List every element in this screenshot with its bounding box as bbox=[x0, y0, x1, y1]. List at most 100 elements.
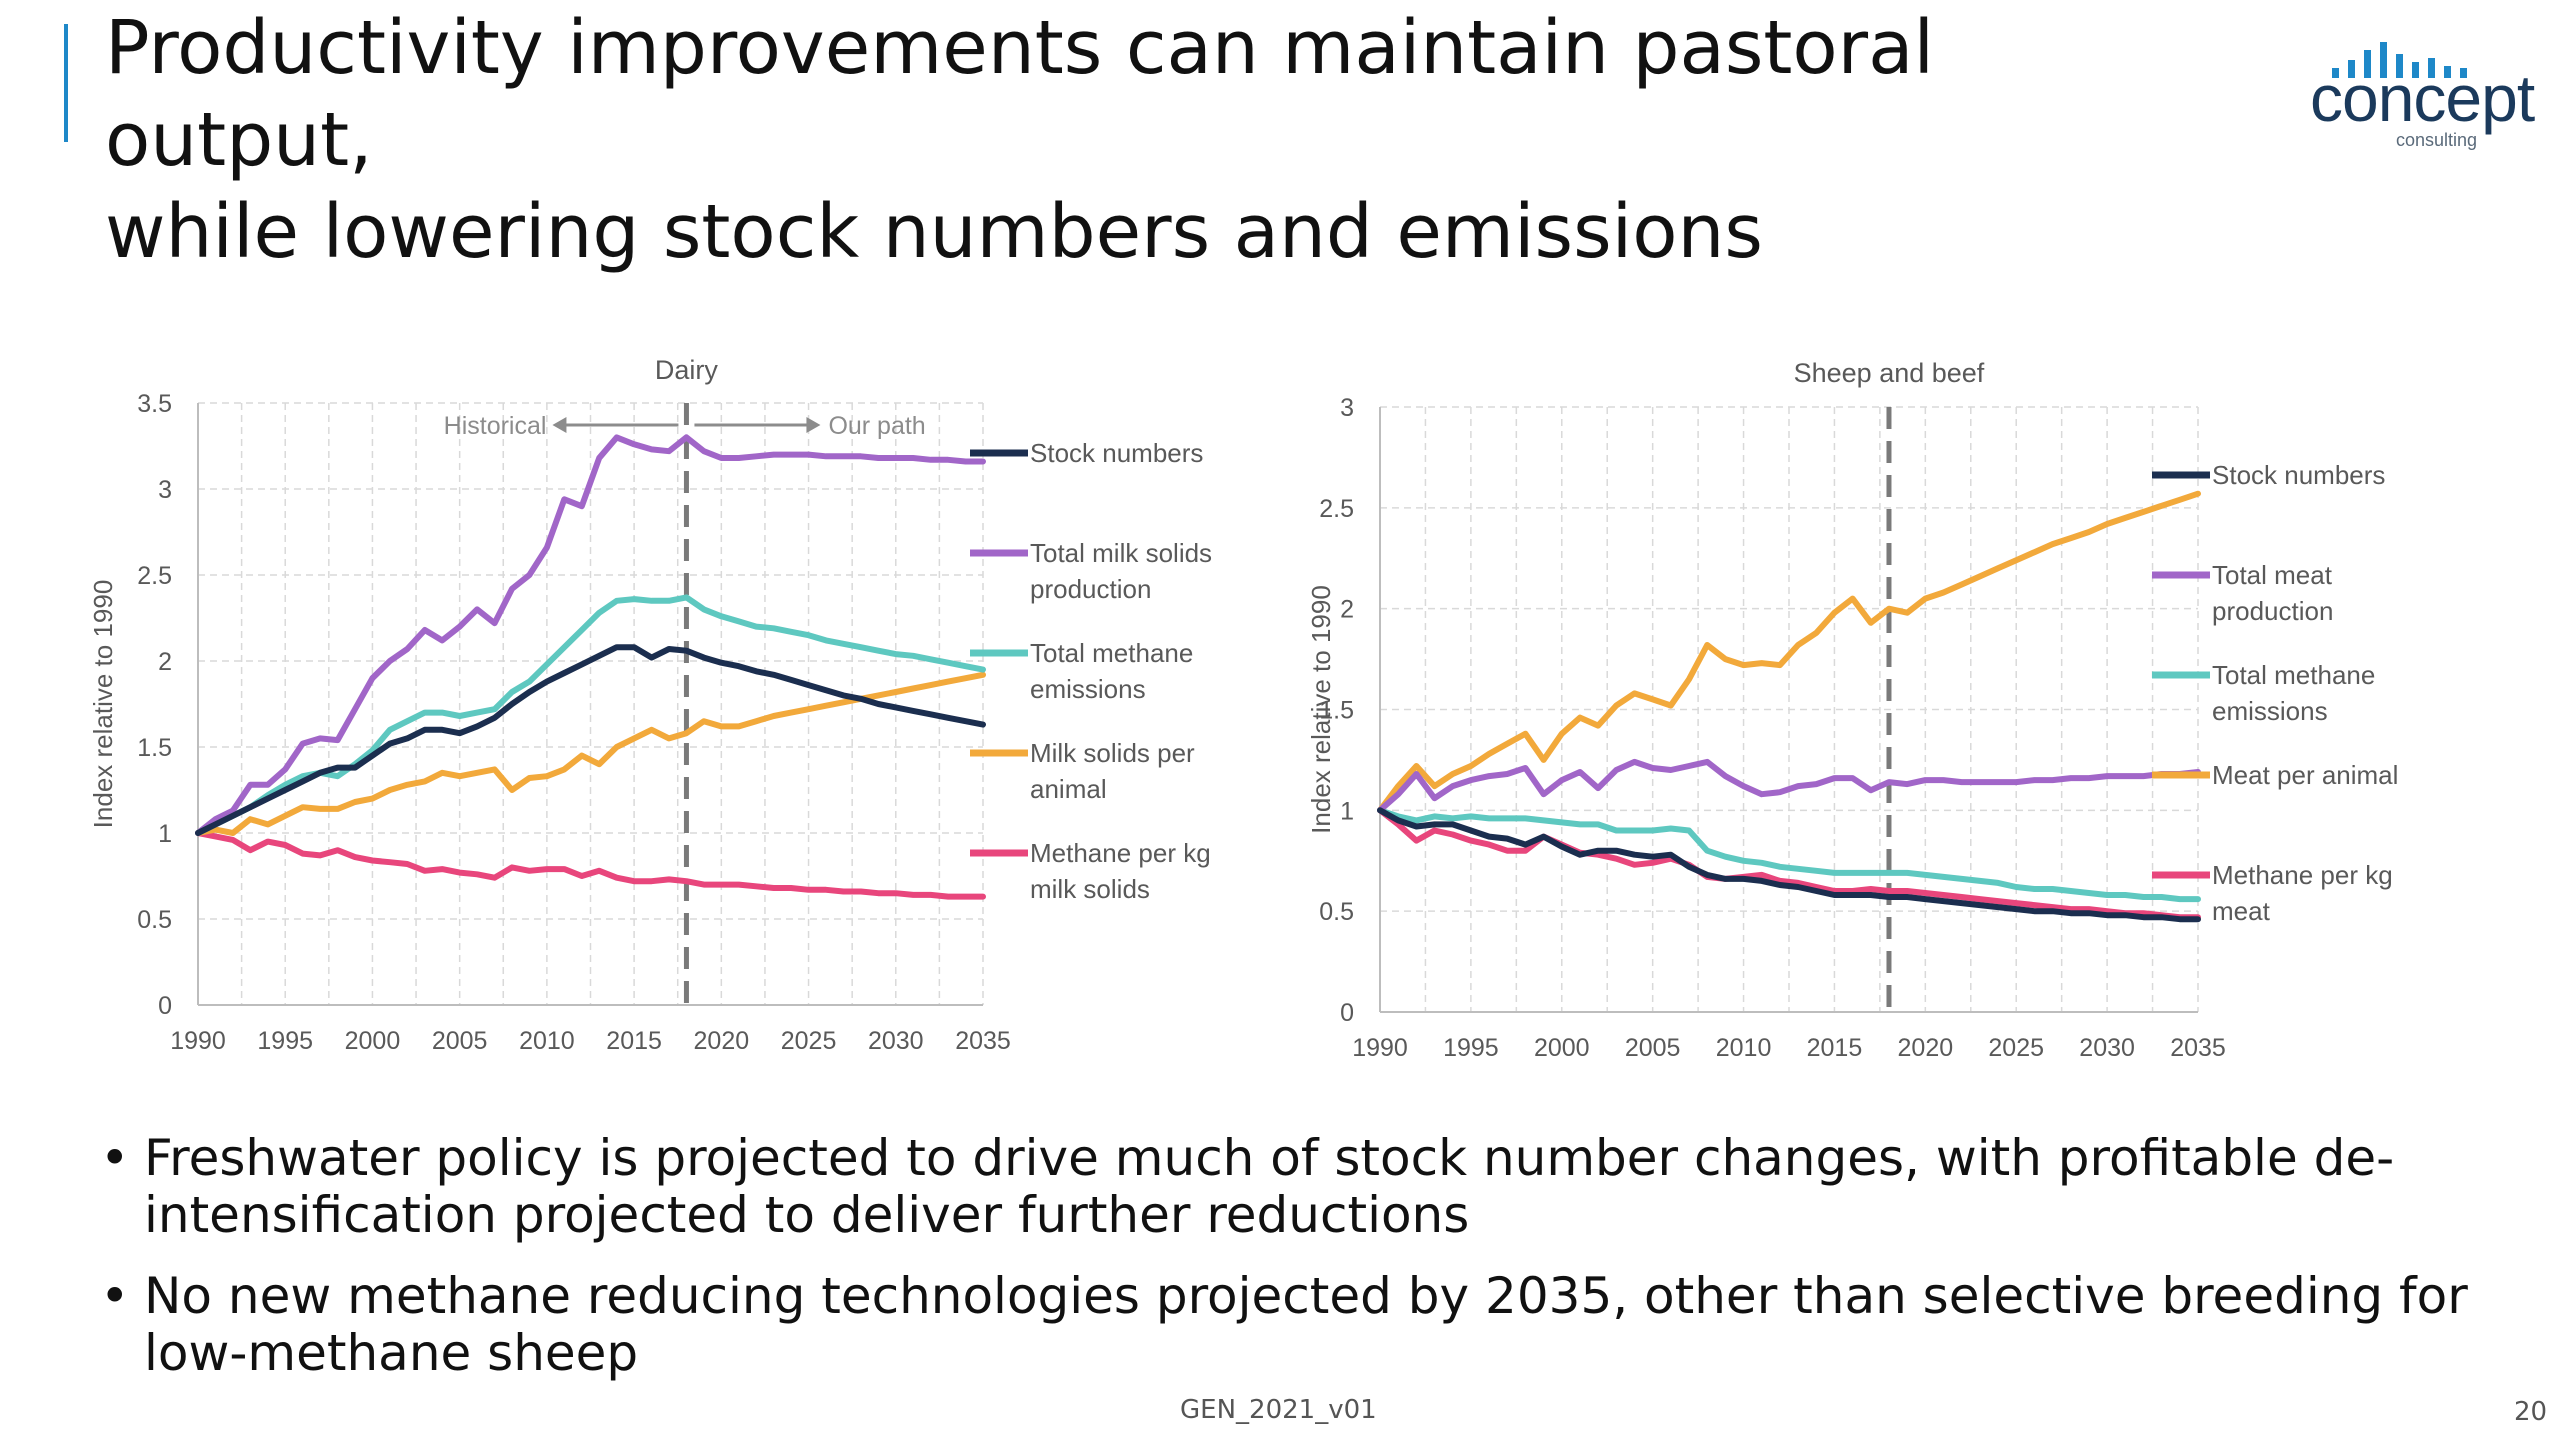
y-tick-label: 3.5 bbox=[137, 390, 172, 418]
series-line-stock-numbers bbox=[195, 644, 986, 836]
y-axis-label: Index relative to 1990 bbox=[1306, 585, 1336, 834]
y-tick-label: 2 bbox=[158, 648, 172, 676]
legend-label: animal bbox=[1030, 774, 1107, 804]
bullet-text: Freshwater policy is projected to drive … bbox=[144, 1129, 2395, 1244]
legend-label: emissions bbox=[1030, 674, 1146, 704]
series-line-total-methane-emissions bbox=[195, 594, 986, 836]
y-tick-label: 0.5 bbox=[137, 906, 172, 934]
logo-bar bbox=[2348, 60, 2355, 78]
x-tick-label: 1990 bbox=[170, 1027, 226, 1055]
y-tick-label: 0.5 bbox=[1319, 898, 1354, 926]
x-tick-label: 2020 bbox=[1898, 1034, 1954, 1062]
logo-bar bbox=[2428, 58, 2435, 78]
logo-bar bbox=[2332, 68, 2339, 78]
legend-label: production bbox=[1030, 574, 1151, 604]
logo-bar bbox=[2460, 68, 2467, 78]
page-number: 20 bbox=[2514, 1397, 2548, 1427]
x-tick-label: 2020 bbox=[694, 1027, 750, 1055]
our-path-annotation: Our path bbox=[828, 412, 925, 440]
chart-title: Sheep and beef bbox=[1794, 358, 1985, 388]
x-tick-label: 2025 bbox=[781, 1027, 837, 1055]
y-tick-label: 3 bbox=[1340, 394, 1354, 422]
x-tick-label: 2030 bbox=[868, 1027, 924, 1055]
x-tick-label: 2010 bbox=[1716, 1034, 1772, 1062]
bullet-list: • Freshwater policy is projected to driv… bbox=[100, 1130, 2520, 1406]
series-line-methane-per-kg-meat bbox=[1377, 807, 2201, 921]
series-line-total-meat-production bbox=[1377, 758, 2201, 814]
x-tick-label: 2035 bbox=[2170, 1034, 2226, 1062]
logo-bar bbox=[2444, 66, 2451, 78]
footer-code: GEN_2021_v01 bbox=[1180, 1395, 1377, 1425]
bullet-item: • No new methane reducing technologies p… bbox=[100, 1268, 2520, 1382]
legend-label: Total milk solids bbox=[1030, 538, 1212, 568]
legend-label: meat bbox=[2212, 896, 2271, 926]
series-line-meat-per-animal bbox=[1377, 490, 2201, 814]
y-tick-label: 1.5 bbox=[1319, 697, 1354, 725]
x-tick-label: 2025 bbox=[1988, 1034, 2044, 1062]
title-line-2: while lowering stock numbers and emissio… bbox=[105, 189, 1763, 275]
our-path-arrow-head-icon bbox=[806, 417, 821, 433]
x-tick-label: 2005 bbox=[432, 1027, 488, 1055]
series-line-methane-per-kg-milk-solids bbox=[195, 830, 986, 900]
legend-label: Methane per kg bbox=[2212, 860, 2393, 890]
legend-label: Milk solids per bbox=[1030, 738, 1195, 768]
legend-label: Stock numbers bbox=[2212, 460, 2385, 490]
series-line-stock-numbers bbox=[1377, 807, 2201, 923]
bullet-text: No new methane reducing technologies pro… bbox=[144, 1267, 2468, 1382]
series-line-milk-solids-per-animal bbox=[195, 671, 986, 836]
title-line-1: Productivity improvements can maintain p… bbox=[105, 5, 1935, 183]
historical-arrow-head-icon bbox=[552, 417, 567, 433]
y-tick-label: 1.5 bbox=[137, 734, 172, 762]
sheep-beef-chart: 0 0.5 1 1.5 2 2.5 3 1990 1995 2000 2005 2010 2015 202… bbox=[1280, 345, 2550, 1075]
x-tick-label: 1995 bbox=[1443, 1034, 1499, 1062]
legend-label: Methane per kg bbox=[1030, 838, 1211, 868]
y-tick-label: 0 bbox=[1340, 999, 1354, 1027]
y-tick-label: 1 bbox=[158, 820, 172, 848]
concept-consulting-logo: concept consulting bbox=[2290, 22, 2550, 152]
logo-bar bbox=[2412, 62, 2419, 78]
x-tick-label: 2015 bbox=[1807, 1034, 1863, 1062]
logo-bar bbox=[2364, 50, 2371, 78]
y-tick-label: 2 bbox=[1340, 596, 1354, 624]
x-tick-label: 2000 bbox=[1534, 1034, 1590, 1062]
x-tick-label: 2010 bbox=[519, 1027, 575, 1055]
bullet-marker: • bbox=[100, 1129, 130, 1187]
slide-title: Productivity improvements can maintain p… bbox=[105, 2, 2205, 278]
x-tick-label: 2030 bbox=[2079, 1034, 2135, 1062]
sheep-beef-chart-svg: 0 0.5 1 1.5 2 2.5 3 1990 1995 2000 2005 2010 2015 202… bbox=[1306, 358, 2398, 1062]
x-tick-label: 1995 bbox=[257, 1027, 313, 1055]
x-tick-label: 2035 bbox=[955, 1027, 1011, 1055]
y-tick-label: 1 bbox=[1340, 797, 1354, 825]
bullet-item: • Freshwater policy is projected to driv… bbox=[100, 1130, 2520, 1244]
logo-subtitle: consulting bbox=[2396, 130, 2478, 150]
legend-label: emissions bbox=[2212, 696, 2328, 726]
series-line-total-milk-solids-production bbox=[195, 434, 986, 836]
logo-bar bbox=[2380, 42, 2387, 78]
title-accent-bar bbox=[64, 24, 68, 142]
legend-label: production bbox=[2212, 596, 2333, 626]
legend-label: milk solids bbox=[1030, 874, 1150, 904]
y-axis-label: Index relative to 1990 bbox=[88, 580, 118, 829]
x-tick-label: 2000 bbox=[345, 1027, 401, 1055]
legend-label: Stock numbers bbox=[1030, 438, 1203, 468]
legend-label: Meat per animal bbox=[2212, 760, 2398, 790]
historical-annotation: Historical bbox=[444, 412, 547, 440]
x-tick-label: 2015 bbox=[606, 1027, 662, 1055]
y-tick-label: 2.5 bbox=[137, 562, 172, 590]
x-tick-label: 2005 bbox=[1625, 1034, 1681, 1062]
logo-wordmark: concept bbox=[2310, 61, 2535, 135]
y-tick-label: 2.5 bbox=[1319, 495, 1354, 523]
logo-bars-icon bbox=[2332, 42, 2467, 78]
legend-label: Total methane bbox=[2212, 660, 2375, 690]
y-tick-label: 3 bbox=[158, 476, 172, 504]
x-tick-label: 1990 bbox=[1352, 1034, 1408, 1062]
logo-bar bbox=[2396, 54, 2403, 78]
dairy-chart-svg: 0 0.5 1 1.5 2 2.5 3 3.5 1990 1995 2000 2005 2010 2015… bbox=[88, 355, 1212, 1055]
chart-title: Dairy bbox=[655, 355, 719, 385]
y-tick-label: 0 bbox=[158, 992, 172, 1020]
legend-label: Total methane bbox=[1030, 638, 1193, 668]
bullet-marker: • bbox=[100, 1267, 130, 1325]
series-line-total-methane-emissions bbox=[1377, 807, 2201, 903]
dairy-chart: 0 0.5 1 1.5 2 2.5 3 3.5 1990 1995 2000 2005 2010 2015… bbox=[50, 345, 1285, 1075]
legend-label: Total meat bbox=[2212, 560, 2333, 590]
